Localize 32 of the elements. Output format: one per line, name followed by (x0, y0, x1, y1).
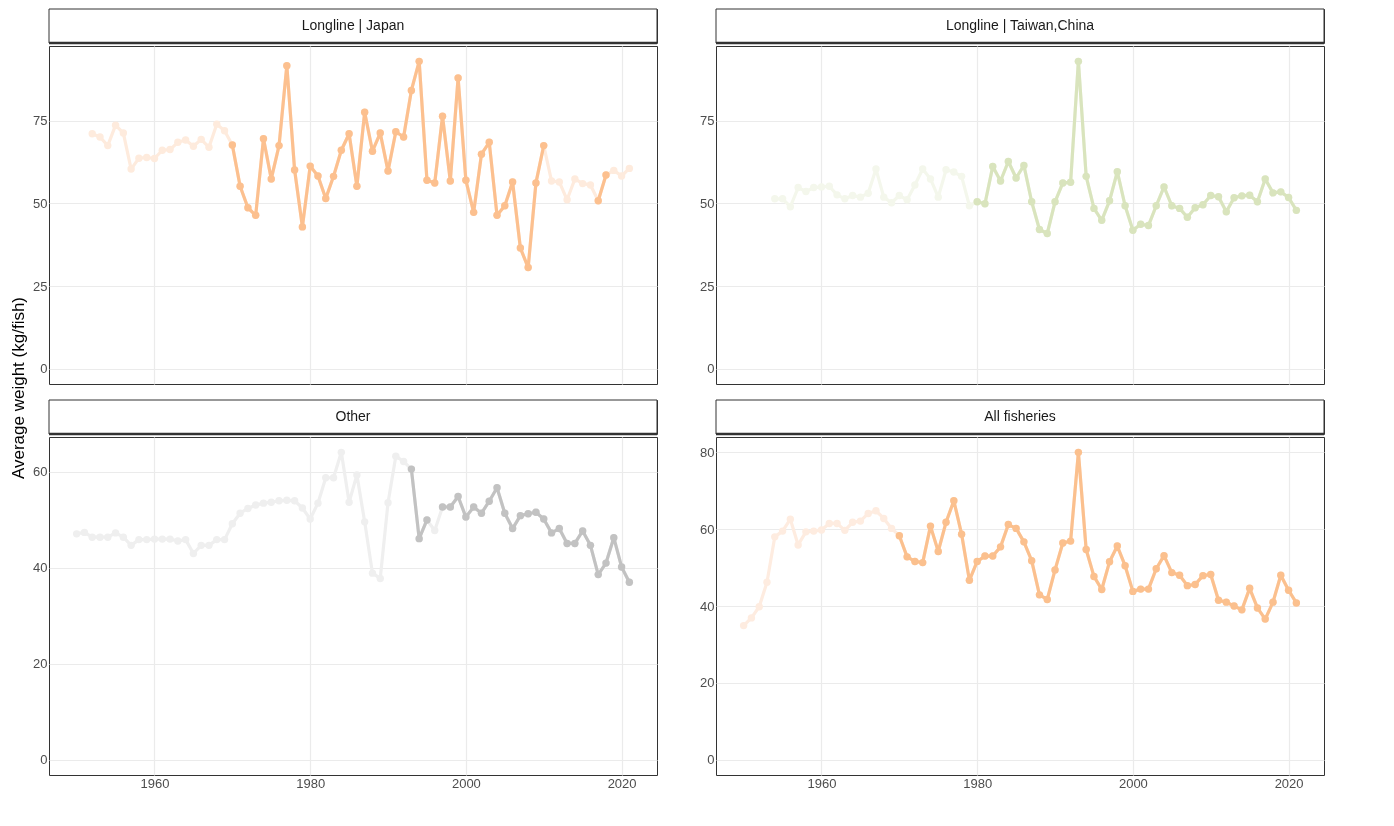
y-tick-label: 50 (33, 195, 48, 211)
y-tick-label: 0 (40, 752, 48, 768)
x-tick-label: 2020 (1274, 775, 1304, 791)
y-tick-label: 75 (700, 113, 715, 129)
chart-title: Longline | Japan (301, 17, 405, 33)
chart-title: Other (335, 408, 371, 424)
y-tick-label: 40 (700, 598, 715, 614)
y-tick-label: 75 (33, 113, 48, 129)
x-tick-label: 2000 (451, 775, 481, 791)
y-tick-label: 0 (707, 752, 715, 768)
x-tick-label: 2020 (607, 775, 637, 791)
chart-title: All fisheries (984, 408, 1056, 424)
x-tick-label: 2000 (1118, 775, 1148, 791)
y-tick-label: 60 (33, 464, 48, 480)
point (399, 457, 408, 466)
x-tick-label: 1960 (140, 775, 170, 791)
y-axis-title: Average weight (kg/fish) (9, 296, 28, 480)
x-tick-label: 1960 (807, 775, 837, 791)
y-tick-label: 20 (700, 675, 715, 691)
x-tick-label: 1980 (296, 775, 326, 791)
chart-title: Longline | Taiwan,China (945, 17, 1095, 33)
y-tick-label: 20 (33, 656, 48, 672)
point (965, 202, 974, 210)
y-tick-label: 0 (707, 361, 715, 377)
y-tick-label: 60 (700, 521, 715, 537)
y-tick-label: 50 (700, 195, 715, 211)
y-tick-label: 25 (33, 278, 48, 294)
y-tick-label: 0 (40, 361, 48, 377)
x-tick-label: 1980 (963, 775, 993, 791)
y-tick-label: 25 (700, 278, 715, 294)
y-tick-label: 40 (33, 560, 48, 576)
y-tick-label: 80 (700, 444, 715, 460)
